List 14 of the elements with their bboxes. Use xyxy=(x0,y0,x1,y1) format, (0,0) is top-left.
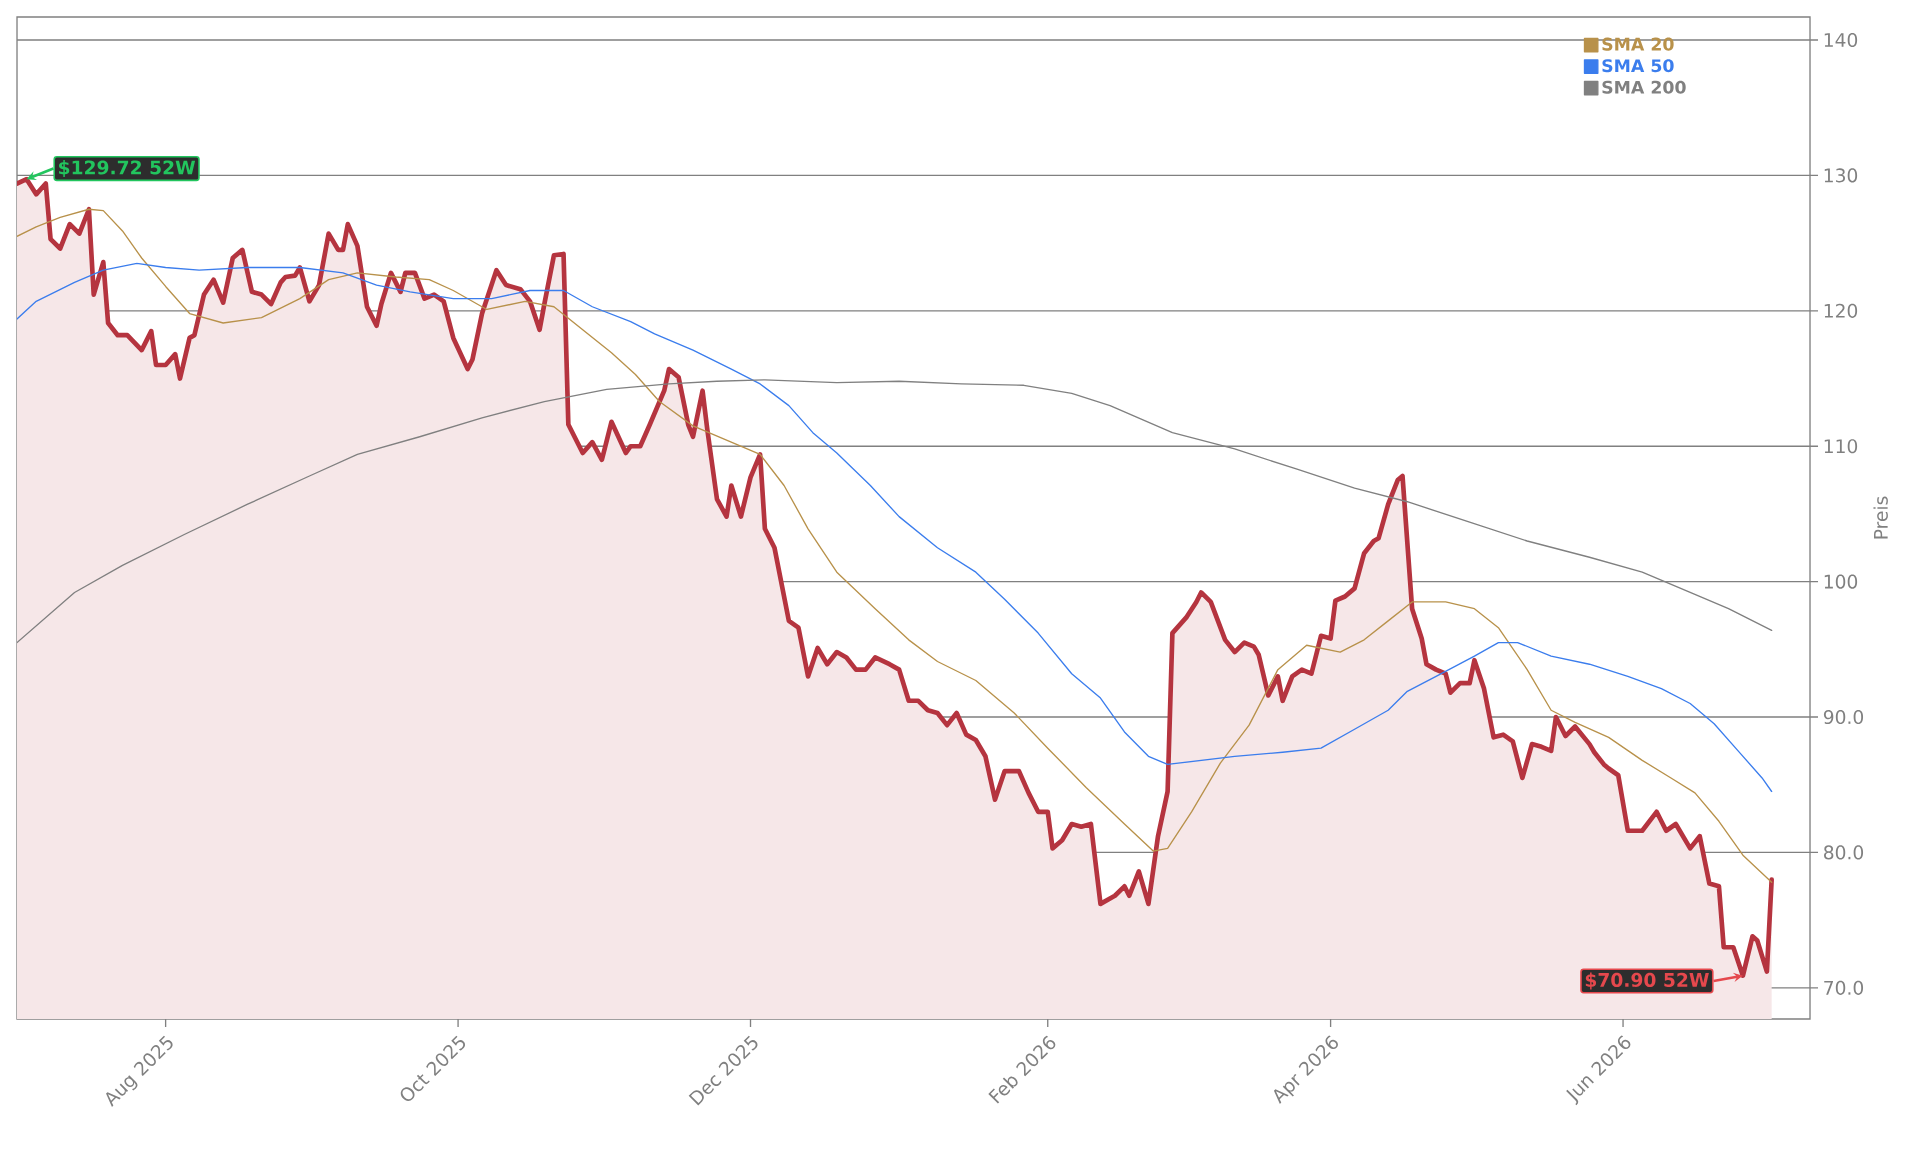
y-tick-label: 100 xyxy=(1824,574,1858,589)
y-tick-label: 120 xyxy=(1824,303,1858,318)
annotation: $129.72 52W xyxy=(59,160,196,177)
annotation: $70.90 52W xyxy=(1585,972,1709,990)
y-tick-label: 140 xyxy=(1824,32,1858,48)
legend-label: SMA 20 xyxy=(1602,37,1674,51)
y-tick-label: 80.0 xyxy=(1824,845,1864,860)
legend-label: SMA 200 xyxy=(1602,80,1686,94)
y-tick-label: 90.0 xyxy=(1823,709,1864,725)
legend-label: SMA 50 xyxy=(1602,59,1674,73)
y-tick-label: 70.0 xyxy=(1824,980,1864,995)
y-axis-title: Preis xyxy=(1873,496,1888,539)
y-tick-label: 130 xyxy=(1824,168,1858,183)
y-tick-label: 110 xyxy=(1824,439,1858,454)
